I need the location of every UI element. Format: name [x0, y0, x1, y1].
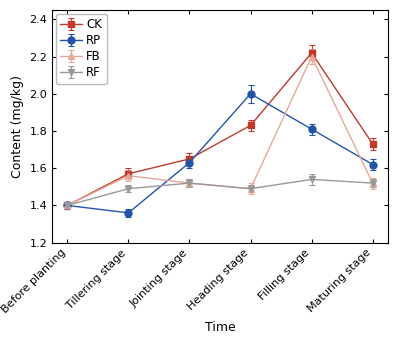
Y-axis label: Content (mg/kg): Content (mg/kg) [11, 75, 24, 178]
Legend: CK, RP, FB, RF: CK, RP, FB, RF [56, 14, 107, 84]
X-axis label: Time: Time [205, 321, 235, 334]
